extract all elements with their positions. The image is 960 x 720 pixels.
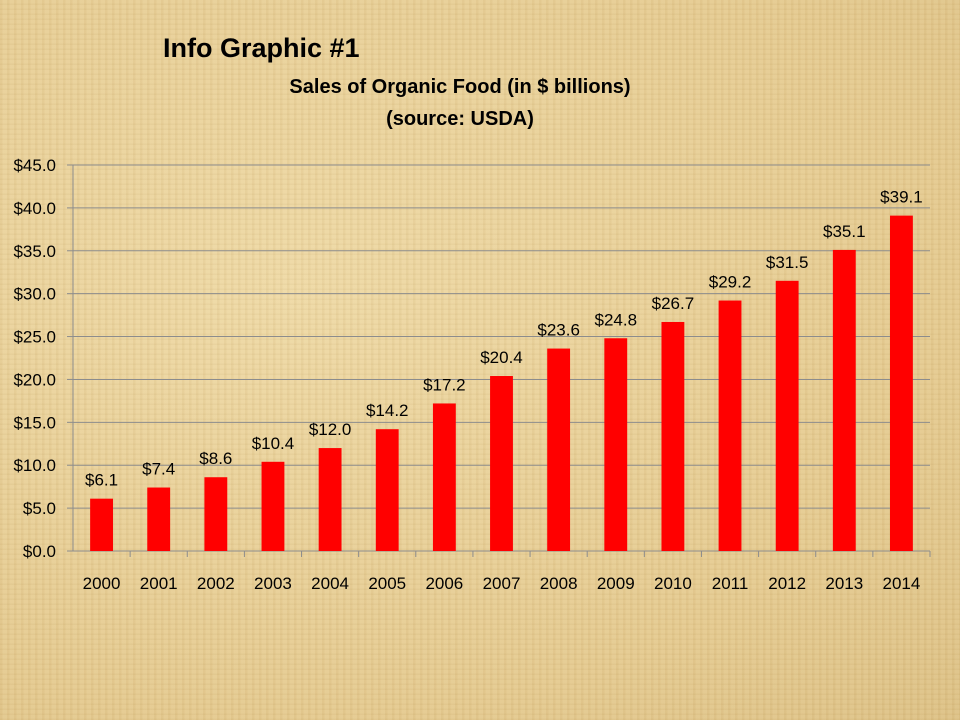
- data-label: $31.5: [766, 253, 809, 272]
- bar: [261, 461, 285, 551]
- y-tick-label: $25.0: [13, 328, 56, 347]
- x-tick-label: 2013: [825, 574, 863, 593]
- bar: [890, 215, 913, 551]
- x-tick-label: 2007: [483, 574, 521, 593]
- x-tick-label: 2002: [197, 574, 235, 593]
- y-tick-label: $30.0: [13, 285, 56, 304]
- data-label: $10.4: [252, 434, 295, 453]
- y-axis-ticks: $0.0 $5.0 $10.0 $15.0 $20.0 $25.0 $30.0 $35.0 $4…: [13, 156, 56, 561]
- x-tick-label: 2004: [311, 574, 349, 593]
- x-tick-label: 2010: [654, 574, 692, 593]
- data-label: $39.1: [880, 188, 923, 207]
- bar: [775, 280, 799, 551]
- data-label: $8.6: [199, 449, 232, 468]
- data-label: $26.7: [652, 294, 695, 313]
- y-tick-label: $35.0: [13, 242, 56, 261]
- bar: [604, 338, 628, 551]
- x-axis-ticks: 2000 2001 2002 2003 2004 2005 2006 2007 2008 2009…: [83, 574, 921, 593]
- bar: [204, 477, 228, 551]
- data-label: $17.2: [423, 375, 466, 394]
- x-tick-label: 2012: [768, 574, 806, 593]
- x-tick-label: 2014: [883, 574, 921, 593]
- data-label: $20.4: [480, 348, 523, 367]
- y-tick-label: $40.0: [13, 199, 56, 218]
- data-label: $24.8: [594, 310, 637, 329]
- x-tick-label: 2005: [368, 574, 406, 593]
- y-tick-label: $10.0: [13, 456, 56, 475]
- bar: [147, 487, 171, 551]
- bar: [547, 348, 571, 551]
- data-label: $7.4: [142, 460, 175, 479]
- data-label: $6.1: [85, 471, 118, 490]
- y-tick-label: $20.0: [13, 370, 56, 389]
- data-label: $23.6: [537, 321, 580, 340]
- bar: [832, 249, 856, 552]
- x-tick-label: 2008: [540, 574, 578, 593]
- y-tick-label: $15.0: [13, 413, 56, 432]
- data-label: $12.0: [309, 420, 352, 439]
- data-label: $35.1: [823, 222, 866, 241]
- x-tick-label: 2003: [254, 574, 292, 593]
- bars: [90, 215, 913, 552]
- chart-subtitle: (source: USDA): [386, 108, 534, 130]
- x-tick-label: 2000: [83, 574, 121, 593]
- data-label: $14.2: [366, 401, 409, 420]
- y-tick-label: $0.0: [23, 542, 56, 561]
- x-tick-label: 2011: [712, 574, 749, 593]
- bar: [661, 321, 685, 551]
- slide-heading: Info Graphic #1: [163, 33, 360, 63]
- x-tick-label: 2006: [425, 574, 463, 593]
- bar: [375, 429, 399, 551]
- bar: [718, 300, 742, 551]
- data-label: $29.2: [709, 273, 752, 292]
- y-tick-label: $45.0: [13, 156, 56, 175]
- data-labels: $6.1 $7.4 $8.6 $10.4 $12.0 $14.2 $17.2 $20.4 $23…: [85, 188, 923, 490]
- x-tick-label: 2009: [597, 574, 635, 593]
- chart-title: Sales of Organic Food (in $ billions): [289, 76, 631, 98]
- x-tick-label: 2001: [140, 574, 178, 593]
- bar: [490, 376, 513, 551]
- bar: [318, 448, 342, 551]
- bar: [432, 403, 456, 551]
- y-tick-label: $5.0: [23, 499, 56, 518]
- bar: [90, 498, 113, 551]
